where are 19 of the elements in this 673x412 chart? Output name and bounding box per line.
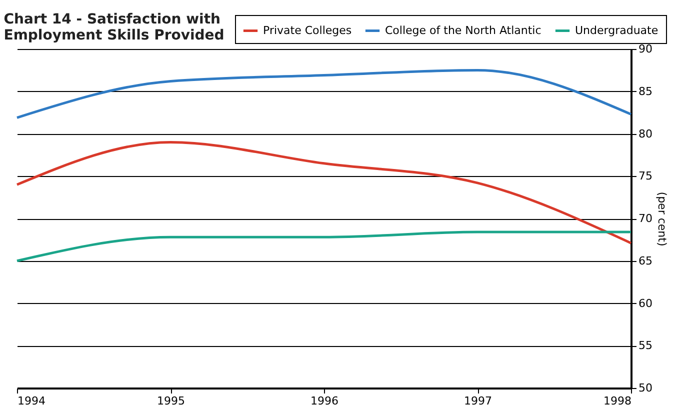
legend-label: Private Colleges [263,24,352,37]
y-tick-label: 50 [638,382,652,394]
y-tick-label: 65 [638,254,652,268]
y-tick-label: 80 [638,127,652,140]
y-tick-label: 90 [638,42,652,56]
y-tick-label: 55 [638,339,652,352]
y-tick-label: 75 [638,170,652,183]
x-tick-label: 1994 [18,394,46,408]
y-axis-title: (per cent) [655,192,668,246]
chart-title: Chart 14 - Satisfaction with Employment Skills Provided [4,12,224,44]
y-tick-label: 85 [638,84,652,98]
y-tick-label: 70 [638,212,652,225]
y-tick-label: 60 [638,296,652,310]
x-tick-label: 1995 [157,394,185,408]
legend-label: Undergraduate [575,24,658,37]
legend-label: College of the North Atlantic [385,24,542,37]
x-tick-label: 1998 [604,394,632,408]
x-tick-label: 1996 [310,394,338,408]
x-tick-label: 1997 [464,394,492,408]
